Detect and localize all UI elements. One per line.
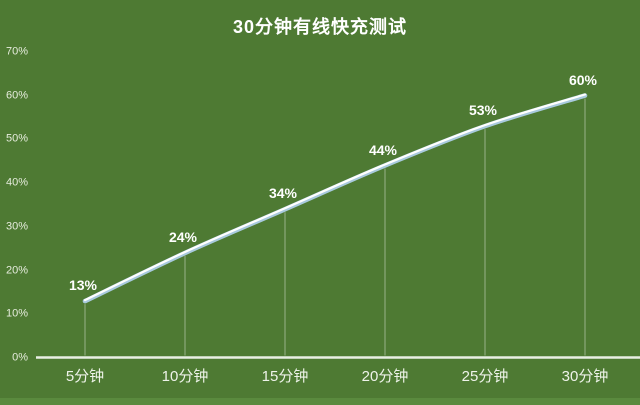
bottom-strip [0,398,640,405]
charging-line [83,93,587,302]
chart-title: 30分钟有线快充测试 [232,17,408,37]
charging-line-shadow [82,93,588,304]
